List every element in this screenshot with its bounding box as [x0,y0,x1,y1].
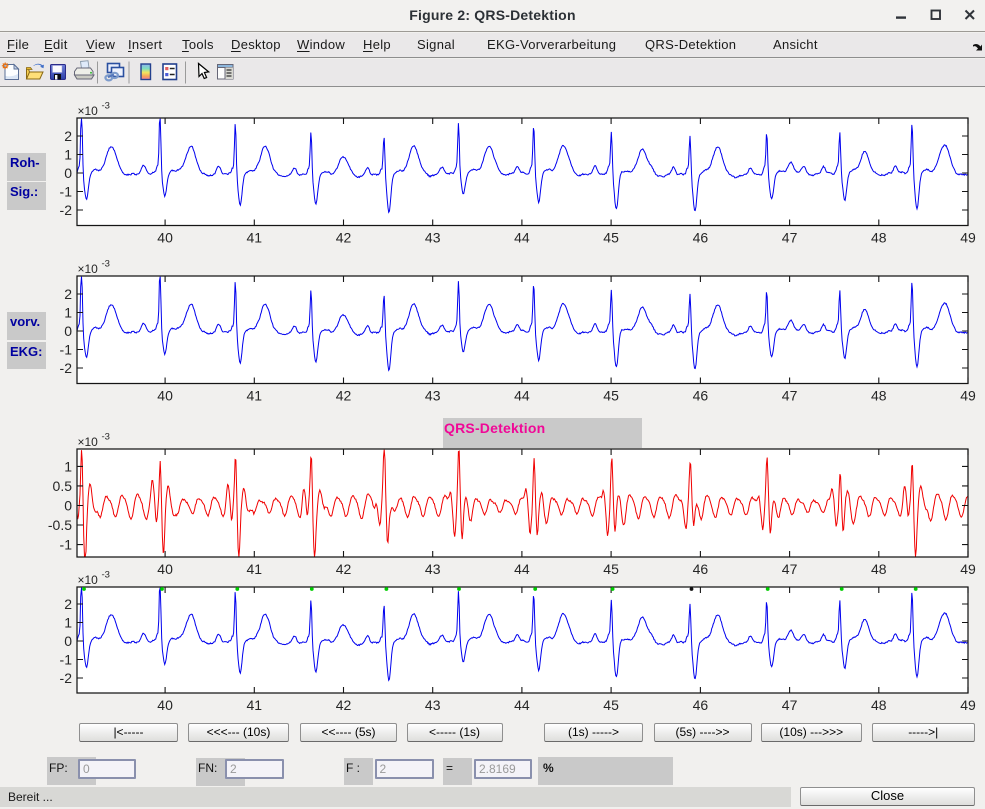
svg-text:45: 45 [603,230,619,246]
svg-text:-1: -1 [60,537,73,553]
svg-text:49: 49 [960,230,976,246]
svg-text:47: 47 [782,697,798,713]
svg-text:×10: ×10 [78,573,99,587]
svg-text:-2: -2 [60,360,73,376]
svg-text:0: 0 [64,165,72,181]
svg-text:43: 43 [425,388,441,404]
svg-text:41: 41 [247,561,263,577]
svg-text:1: 1 [64,305,72,321]
svg-text:44: 44 [514,388,530,404]
svg-text:0: 0 [64,633,72,649]
svg-text:×10: ×10 [78,104,99,118]
svg-text:42: 42 [336,561,352,577]
svg-text:47: 47 [782,388,798,404]
svg-text:48: 48 [871,388,887,404]
svg-text:-3: -3 [102,101,110,112]
svg-text:43: 43 [425,230,441,246]
svg-text:45: 45 [603,697,619,713]
svg-text:45: 45 [603,561,619,577]
svg-text:-2: -2 [60,670,73,686]
svg-text:42: 42 [336,388,352,404]
svg-text:1: 1 [64,147,72,163]
svg-text:43: 43 [425,561,441,577]
svg-text:1: 1 [64,615,72,631]
svg-text:49: 49 [960,697,976,713]
svg-text:0: 0 [64,323,72,339]
svg-text:47: 47 [782,561,798,577]
svg-text:42: 42 [336,230,352,246]
svg-text:49: 49 [960,561,976,577]
svg-text:40: 40 [157,230,173,246]
svg-text:2: 2 [64,128,72,144]
svg-text:0: 0 [64,498,72,514]
svg-text:-2: -2 [60,202,73,218]
svg-text:-1: -1 [60,184,73,200]
svg-text:-3: -3 [102,570,110,581]
svg-text:49: 49 [960,388,976,404]
svg-text:48: 48 [871,561,887,577]
svg-text:44: 44 [514,561,530,577]
svg-text:46: 46 [693,230,709,246]
svg-text:46: 46 [693,697,709,713]
svg-text:47: 47 [782,230,798,246]
svg-text:2: 2 [64,286,72,302]
svg-text:-1: -1 [60,342,73,358]
svg-text:-3: -3 [102,259,110,270]
svg-text:48: 48 [871,230,887,246]
svg-text:×10: ×10 [78,262,99,276]
svg-text:48: 48 [871,697,887,713]
svg-text:41: 41 [247,230,263,246]
svg-text:-0.5: -0.5 [48,517,72,533]
svg-text:44: 44 [514,697,530,713]
svg-text:46: 46 [693,561,709,577]
svg-text:0.5: 0.5 [53,478,73,494]
svg-text:-3: -3 [102,432,110,443]
svg-text:40: 40 [157,561,173,577]
svg-text:40: 40 [157,388,173,404]
svg-text:42: 42 [336,697,352,713]
svg-text:45: 45 [603,388,619,404]
svg-text:43: 43 [425,697,441,713]
svg-text:41: 41 [247,388,263,404]
svg-text:1: 1 [64,458,72,474]
svg-text:2: 2 [64,596,72,612]
svg-text:×10: ×10 [78,435,99,449]
svg-text:-1: -1 [60,652,73,668]
svg-text:40: 40 [157,697,173,713]
svg-text:44: 44 [514,230,530,246]
svg-text:41: 41 [247,697,263,713]
svg-text:46: 46 [693,388,709,404]
